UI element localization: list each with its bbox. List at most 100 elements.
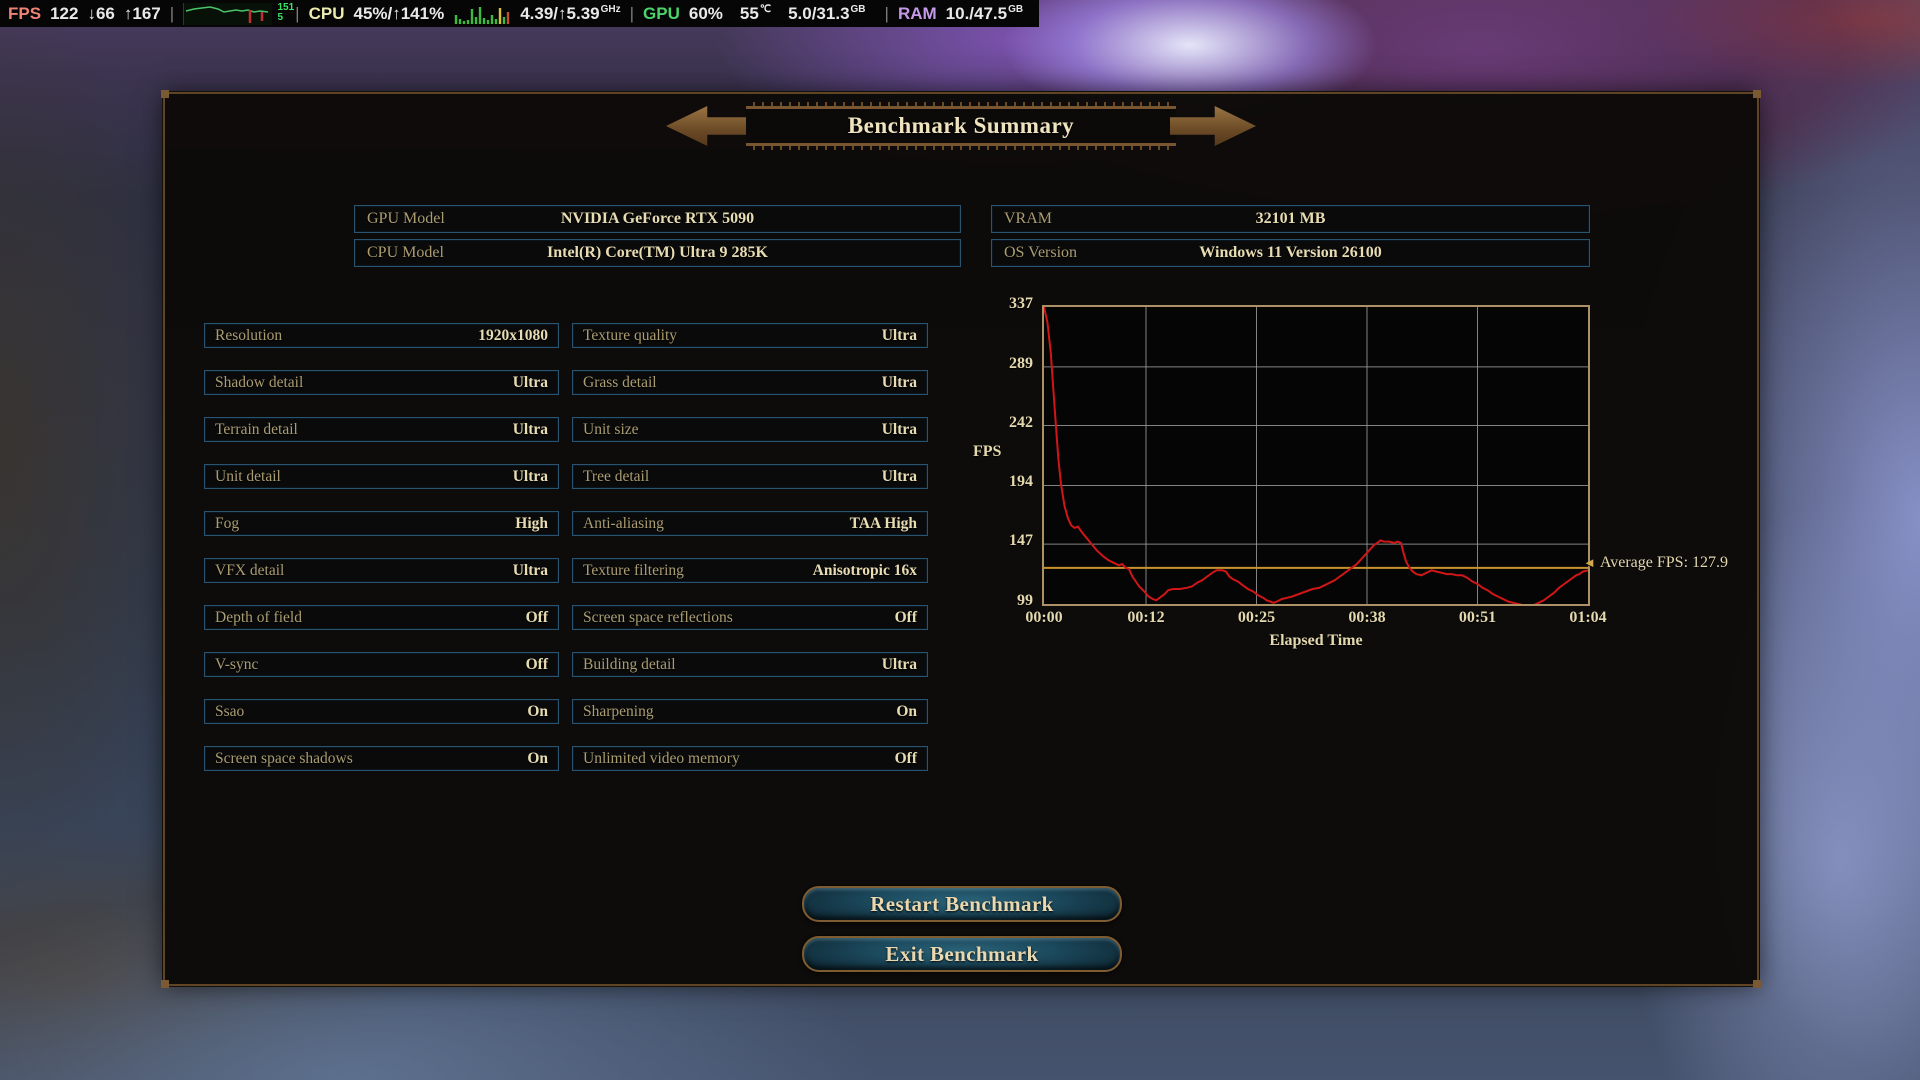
setting-label: Grass detail <box>583 373 657 391</box>
exit-benchmark-button[interactable]: Exit Benchmark <box>802 936 1122 972</box>
setting-row: Sharpening On <box>572 699 928 724</box>
setting-value: Ultra <box>512 467 548 485</box>
y-tick-label: 337 <box>1009 295 1033 312</box>
setting-value: Ultra <box>512 373 548 391</box>
x-tick-label: 00:25 <box>1237 609 1276 626</box>
setting-value: Ultra <box>881 373 917 391</box>
setting-value: Ultra <box>881 655 917 673</box>
setting-label: Resolution <box>215 326 283 344</box>
setting-label: Texture quality <box>583 326 678 344</box>
setting-value: Off <box>894 749 917 767</box>
y-tick-label: 289 <box>1009 354 1033 372</box>
fps-label: FPS <box>8 3 42 23</box>
setting-label: Terrain detail <box>215 420 298 438</box>
os-version-value: Windows 11 Version 26100 <box>1199 244 1382 261</box>
setting-row: Shadow detail Ultra <box>204 370 559 395</box>
setting-row: Texture filtering Anisotropic 16x <box>572 558 928 583</box>
setting-row: VFX detail Ultra <box>204 558 559 583</box>
setting-row: Depth of field Off <box>204 605 559 630</box>
setting-value: On <box>527 702 548 720</box>
os-version-box: OS Version Windows 11 Version 26100 <box>991 239 1590 267</box>
setting-label: Anti-aliasing <box>583 514 664 532</box>
gpu-model-label: GPU Model <box>367 210 445 227</box>
setting-label: Screen space reflections <box>583 608 733 626</box>
page-title: Benchmark Summary <box>847 113 1075 138</box>
x-tick-label: 01:04 <box>1569 609 1607 626</box>
gpu-temp: 55℃ <box>739 3 772 23</box>
x-tick-label: 00:38 <box>1348 609 1386 626</box>
fps-chart: FPS 337 289 242 194 147 99 00:00 00:12 00:25 00:… <box>955 295 1920 656</box>
x-axis-label: Elapsed Time <box>1269 632 1363 649</box>
setting-value: Off <box>525 655 548 673</box>
setting-label: Unlimited video memory <box>583 749 740 767</box>
vram-value: 32101 MB <box>1255 210 1326 227</box>
separator: | <box>629 3 635 23</box>
benchmark-summary-panel: Benchmark Summary GPU Model NVIDIA GeFor… <box>161 90 1761 988</box>
setting-value: 1920x1080 <box>478 326 548 344</box>
y-axis-label: FPS <box>973 443 1002 460</box>
performance-overlay: FPS 122 ↓66 ↑167 | 151 5 | CPU 45%/↑141% <box>0 0 1040 27</box>
gpu-label: GPU <box>643 3 680 23</box>
frametime-graph-icon: 151 5 <box>183 2 294 25</box>
x-tick-label: 00:51 <box>1458 609 1497 626</box>
panel-corner-ornament <box>161 90 169 98</box>
setting-row: Unlimited video memory Off <box>572 746 928 771</box>
setting-label: Screen space shadows <box>215 749 353 767</box>
setting-label: Ssao <box>215 702 245 720</box>
setting-row: Unit detail Ultra <box>204 464 559 489</box>
banner-left-arrow-icon <box>666 106 752 146</box>
setting-row: Resolution 1920x1080 <box>204 323 559 348</box>
setting-value: On <box>527 749 548 767</box>
separator: | <box>884 3 889 23</box>
setting-value: Ultra <box>881 420 917 438</box>
x-tick-label: 00:00 <box>1025 609 1063 626</box>
y-tick-label: 99 <box>1017 592 1033 609</box>
setting-label: Unit detail <box>215 467 281 485</box>
setting-row: Grass detail Ultra <box>572 370 928 395</box>
x-tick-label: 00:12 <box>1127 609 1165 626</box>
setting-value: High <box>515 514 548 532</box>
separator: | <box>169 3 175 23</box>
gpu-usage: 60% <box>688 3 723 23</box>
y-tick-label: 242 <box>1009 413 1033 431</box>
setting-label: Depth of field <box>215 608 302 626</box>
restart-benchmark-button[interactable]: Restart Benchmark <box>802 886 1122 922</box>
setting-label: Shadow detail <box>215 373 304 391</box>
setting-value: Ultra <box>512 420 548 438</box>
setting-row: Terrain detail Ultra <box>204 417 559 442</box>
fps-low: ↓66 <box>87 3 115 23</box>
y-tick-label: 147 <box>1009 532 1033 550</box>
setting-row: Unit size Ultra <box>572 417 928 442</box>
cpu-core-bars-icon <box>453 3 511 24</box>
ram-label: RAM <box>897 3 937 23</box>
setting-row: Anti-aliasing TAA High <box>572 511 928 536</box>
setting-row: Fog High <box>204 511 559 536</box>
setting-row: Ssao On <box>204 699 559 724</box>
vram-label: VRAM <box>1004 210 1053 227</box>
cpu-model-value: Intel(R) Core(TM) Ultra 9 285K <box>547 244 768 261</box>
average-fps-annotation: ◄ Average FPS: 127.9 <box>1583 554 1729 571</box>
ram-usage: 10./47.5GB <box>945 3 1024 23</box>
gpu-vram-usage: 5.0/31.3GB <box>788 3 866 23</box>
chart-plot-area <box>1042 305 1590 608</box>
setting-value: TAA High <box>849 514 917 532</box>
setting-row: V-sync Off <box>204 652 559 677</box>
os-version-label: OS Version <box>1004 244 1078 261</box>
cpu-model-label: CPU Model <box>367 244 444 261</box>
setting-value: Ultra <box>881 467 917 485</box>
setting-row: Screen space shadows On <box>204 746 559 771</box>
panel-corner-ornament <box>1753 980 1761 988</box>
setting-value: Anisotropic 16x <box>812 561 917 579</box>
setting-label: Texture filtering <box>583 561 684 579</box>
setting-label: Tree detail <box>583 467 650 485</box>
gpu-model-value: NVIDIA GeForce RTX 5090 <box>560 210 755 227</box>
setting-label: Unit size <box>583 420 639 438</box>
cpu-model-box: CPU Model Intel(R) Core(TM) Ultra 9 285K <box>354 239 961 267</box>
setting-row: Building detail Ultra <box>572 652 928 677</box>
setting-label: Sharpening <box>583 702 654 720</box>
setting-label: Fog <box>215 514 240 532</box>
setting-label: Building detail <box>583 655 676 673</box>
banner-right-arrow-icon <box>1170 106 1256 146</box>
fps-high: ↑167 <box>123 3 161 23</box>
